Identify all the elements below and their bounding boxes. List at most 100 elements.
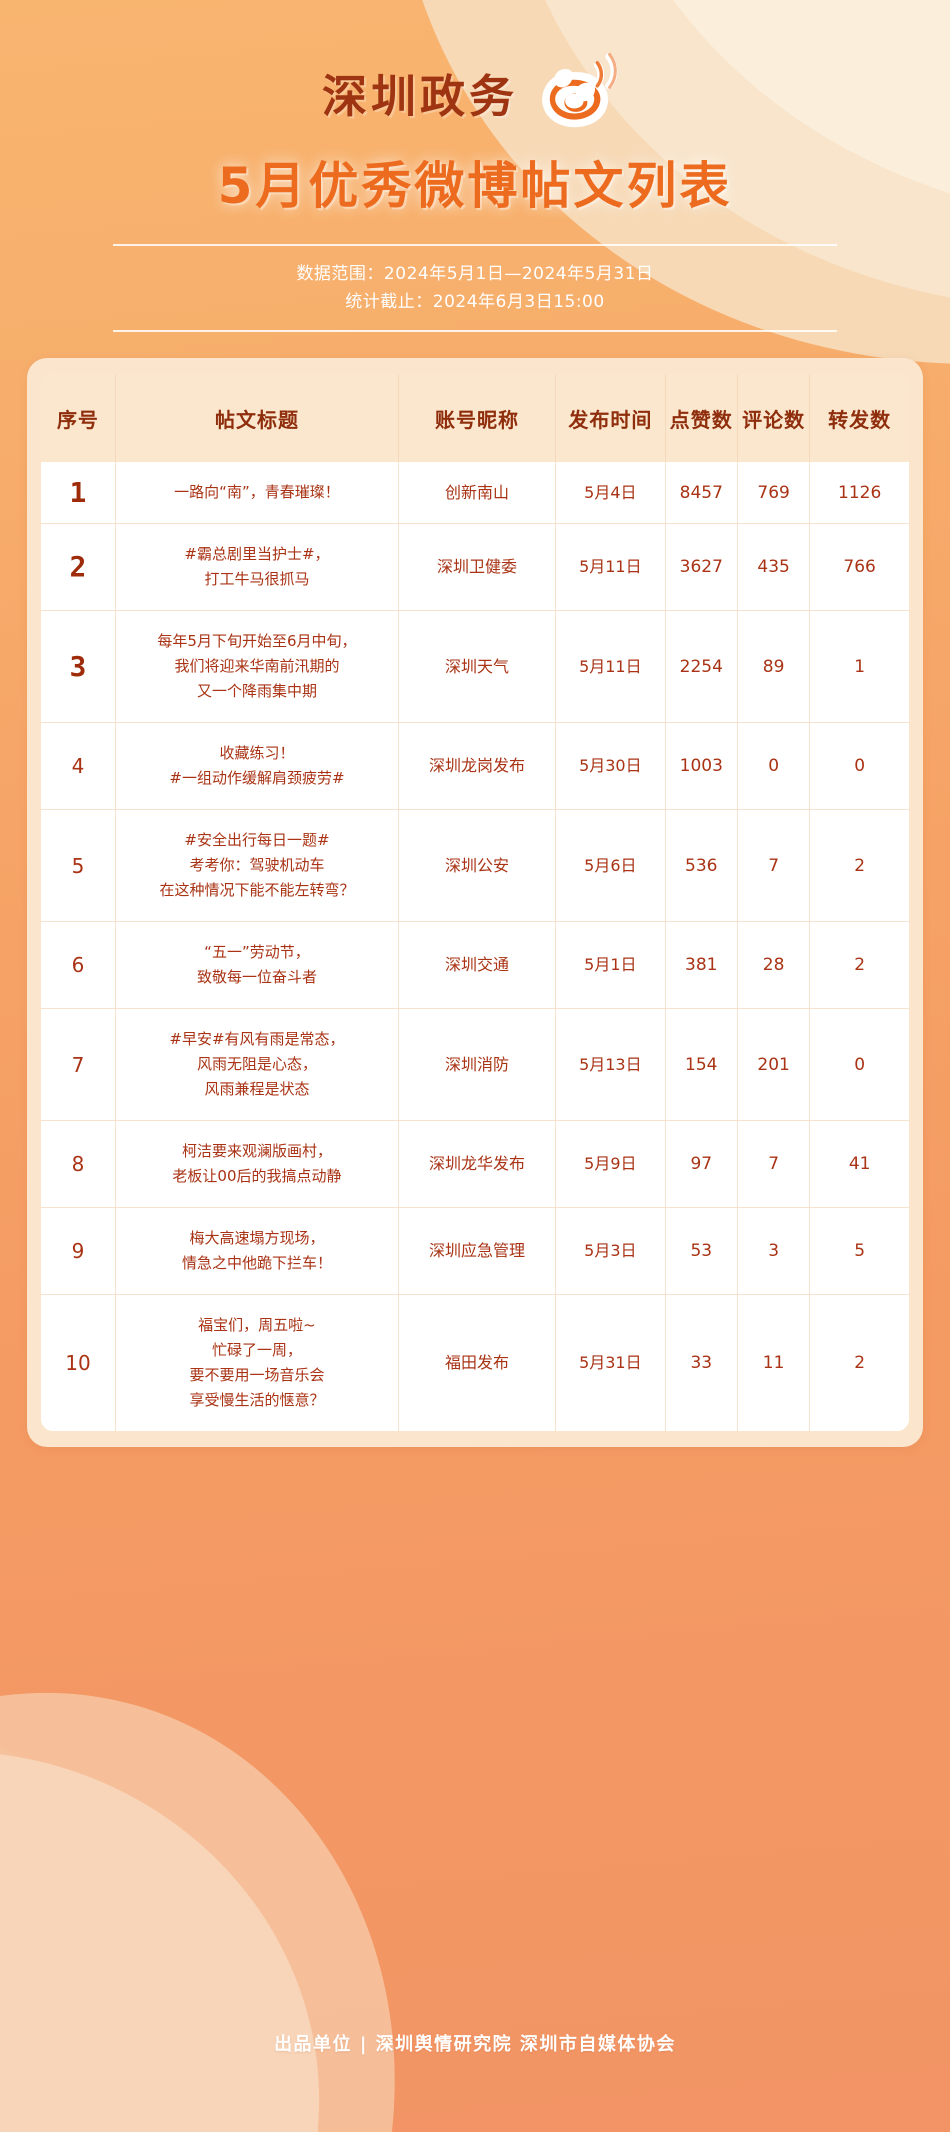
cell-like-count: 381 — [665, 921, 738, 1009]
table-row: 9 梅大高速塌方现场， 情急之中他跪下拦车！ 深圳应急管理 5月3日 53 3 5 — [41, 1207, 909, 1295]
cell-post-title: #安全出行每日一题# 考考你：驾驶机动车 在这种情况下能不能左转弯？ — [115, 809, 400, 922]
table-header-row: 序号 帖文标题 账号昵称 发布时间 点赞数 评论数 转发数 — [41, 374, 909, 462]
cell-post-title: #早安#有风有雨是常态， 风雨无阻是心态， 风雨兼程是状态 — [115, 1008, 400, 1121]
meta-info: 数据范围：2024年5月1日—2024年5月31日 统计截止：2024年6月3日… — [113, 244, 837, 332]
cell-rank: 9 — [41, 1207, 116, 1295]
cell-rank: 1 — [41, 462, 116, 524]
wave-shape-bottom-left-2 — [0, 1684, 383, 2132]
table-row: 8 柯洁要来观澜版画村， 老板让00后的我搞点动静 深圳龙华发布 5月9日 97 7 41 — [41, 1120, 909, 1208]
cell-comment-count: 7 — [737, 809, 811, 922]
cell-forward-count: 5 — [809, 1207, 909, 1295]
cell-forward-count: 766 — [809, 523, 909, 611]
cell-post-title: #霸总剧里当护士#， 打工牛马很抓马 — [115, 523, 400, 611]
cell-rank: 5 — [41, 809, 116, 922]
page-footer: 出品单位 | 深圳舆情研究院 深圳市自媒体协会 — [0, 2030, 950, 2056]
cell-comment-count: 7 — [737, 1120, 811, 1208]
table-row: 6 “五一”劳动节， 致敬每一位奋斗者 深圳交通 5月1日 381 28 2 — [41, 921, 909, 1009]
ranking-table: 序号 帖文标题 账号昵称 发布时间 点赞数 评论数 转发数 1 一路向“南”，青春… — [41, 374, 909, 1431]
cell-forward-count: 0 — [809, 722, 909, 810]
cell-publish-date: 5月3日 — [555, 1207, 666, 1295]
cell-account-name: 福田发布 — [398, 1294, 557, 1431]
cell-account-name: 深圳消防 — [398, 1008, 557, 1121]
cell-post-title: 柯洁要来观澜版画村， 老板让00后的我搞点动静 — [115, 1120, 400, 1208]
cell-forward-count: 2 — [809, 921, 909, 1009]
table-row: 3 每年5月下旬开始至6月中旬， 我们将迎来华南前汛期的 又一个降雨集中期 深圳天气 5月… — [41, 610, 909, 723]
table-row: 4 收藏练习！ #一组动作缓解肩颈疲劳# 深圳龙岗发布 5月30日 1003 0 0 — [41, 722, 909, 810]
page-subtitle: 5月优秀微博帖文列表 — [217, 157, 733, 215]
cell-like-count: 536 — [665, 809, 738, 922]
cell-publish-date: 5月9日 — [555, 1120, 666, 1208]
page-header: 深圳政务 5月优秀微博帖文列表 — [0, 0, 950, 218]
cell-publish-date: 5月31日 — [555, 1294, 666, 1431]
cell-rank: 8 — [41, 1120, 116, 1208]
cell-publish-date: 5月13日 — [555, 1008, 666, 1121]
cell-rank: 4 — [41, 722, 116, 810]
table-body: 1 一路向“南”，青春璀璨！ 创新南山 5月4日 8457 769 1126 2 #霸总剧里当护… — [41, 462, 909, 1431]
cell-forward-count: 0 — [809, 1008, 909, 1121]
cell-like-count: 33 — [665, 1294, 738, 1431]
cell-like-count: 154 — [665, 1008, 738, 1121]
wave-shape-bottom-left-3 — [0, 1722, 180, 2132]
cell-account-name: 深圳应急管理 — [398, 1207, 557, 1295]
cell-forward-count: 2 — [809, 809, 909, 922]
cell-comment-count: 201 — [737, 1008, 811, 1121]
column-header-account: 账号昵称 — [398, 374, 557, 462]
ranking-card: 序号 帖文标题 账号昵称 发布时间 点赞数 评论数 转发数 1 一路向“南”，青春… — [27, 358, 923, 1447]
column-header-comments: 评论数 — [737, 374, 811, 462]
cell-publish-date: 5月30日 — [555, 722, 666, 810]
cell-like-count: 53 — [665, 1207, 738, 1295]
cell-publish-date: 5月6日 — [555, 809, 666, 922]
table-row: 10 福宝们，周五啦~ 忙碌了一周， 要不要用一场音乐会 享受慢生活的惬意？ 福田发布 5月… — [41, 1294, 909, 1431]
cell-post-title: 收藏练习！ #一组动作缓解肩颈疲劳# — [115, 722, 400, 810]
cell-publish-date: 5月11日 — [555, 523, 666, 611]
column-header-forwards: 转发数 — [809, 374, 909, 462]
cell-like-count: 2254 — [665, 610, 738, 723]
cell-rank: 6 — [41, 921, 116, 1009]
table-row: 5 #安全出行每日一题# 考考你：驾驶机动车 在这种情况下能不能左转弯？ 深圳公安 5月6… — [41, 809, 909, 922]
cell-comment-count: 28 — [737, 921, 811, 1009]
cell-like-count: 8457 — [665, 462, 738, 524]
page-title: 深圳政务 — [321, 69, 518, 123]
cell-comment-count: 11 — [737, 1294, 811, 1431]
cell-comment-count: 0 — [737, 722, 811, 810]
cell-account-name: 深圳交通 — [398, 921, 557, 1009]
column-header-likes: 点赞数 — [665, 374, 738, 462]
cell-account-name: 深圳龙华发布 — [398, 1120, 557, 1208]
cell-forward-count: 2 — [809, 1294, 909, 1431]
cell-account-name: 深圳卫健委 — [398, 523, 557, 611]
cell-post-title: 每年5月下旬开始至6月中旬， 我们将迎来华南前汛期的 又一个降雨集中期 — [115, 610, 400, 723]
weibo-logo-icon — [542, 52, 618, 128]
title-row: 深圳政务 — [0, 52, 950, 132]
cell-rank: 2 — [41, 523, 116, 611]
cell-forward-count: 1126 — [809, 462, 909, 524]
cell-like-count: 97 — [665, 1120, 738, 1208]
cell-post-title: 一路向“南”，青春璀璨！ — [115, 462, 400, 524]
table-row: 2 #霸总剧里当护士#， 打工牛马很抓马 深圳卫健委 5月11日 3627 435 766 — [41, 523, 909, 611]
cell-account-name: 创新南山 — [398, 462, 557, 524]
cell-forward-count: 41 — [809, 1120, 909, 1208]
footer-credit: 出品单位 | 深圳舆情研究院 深圳市自媒体协会 — [274, 2034, 676, 2055]
cell-comment-count: 89 — [737, 610, 811, 723]
cell-account-name: 深圳公安 — [398, 809, 557, 922]
cell-publish-date: 5月4日 — [555, 462, 666, 524]
cell-post-title: 福宝们，周五啦~ 忙碌了一周， 要不要用一场音乐会 享受慢生活的惬意？ — [115, 1294, 400, 1431]
column-header-date: 发布时间 — [555, 374, 666, 462]
table-row: 7 #早安#有风有雨是常态， 风雨无阻是心态， 风雨兼程是状态 深圳消防 5月13日 154… — [41, 1008, 909, 1121]
cell-account-name: 深圳龙岗发布 — [398, 722, 557, 810]
cell-post-title: “五一”劳动节， 致敬每一位奋斗者 — [115, 921, 400, 1009]
column-header-rank: 序号 — [41, 374, 116, 462]
table-header: 序号 帖文标题 账号昵称 发布时间 点赞数 评论数 转发数 — [41, 374, 909, 462]
cell-comment-count: 3 — [737, 1207, 811, 1295]
cell-rank: 7 — [41, 1008, 116, 1121]
data-cutoff-line: 统计截止：2024年6月3日15:00 — [345, 292, 605, 312]
cell-forward-count: 1 — [809, 610, 909, 723]
cell-comment-count: 435 — [737, 523, 811, 611]
cell-like-count: 3627 — [665, 523, 738, 611]
cell-account-name: 深圳天气 — [398, 610, 557, 723]
cell-rank: 10 — [41, 1294, 116, 1431]
cell-rank: 3 — [41, 610, 116, 723]
table-row: 1 一路向“南”，青春璀璨！ 创新南山 5月4日 8457 769 1126 — [41, 462, 909, 524]
column-header-title: 帖文标题 — [115, 374, 400, 462]
cell-like-count: 1003 — [665, 722, 738, 810]
cell-post-title: 梅大高速塌方现场， 情急之中他跪下拦车！ — [115, 1207, 400, 1295]
